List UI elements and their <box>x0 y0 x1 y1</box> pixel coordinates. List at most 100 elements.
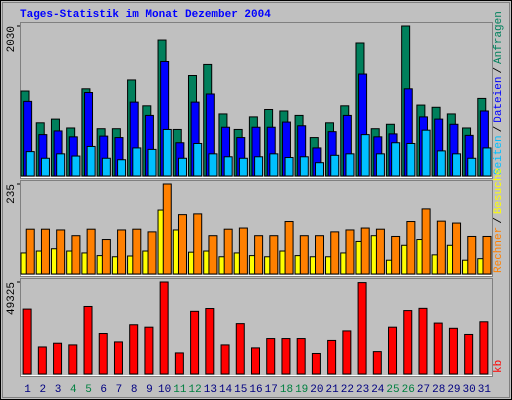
bar <box>71 155 81 177</box>
bar <box>315 235 325 275</box>
bar <box>360 134 370 177</box>
x-tick-label: 27 <box>417 384 430 396</box>
bar <box>25 228 35 275</box>
legend-separator: / <box>493 217 505 224</box>
bar <box>482 235 492 275</box>
legend-entry: Rechner <box>493 227 505 273</box>
bar <box>147 231 157 275</box>
bar <box>117 229 127 275</box>
legend-entry: Seiten <box>493 135 505 175</box>
x-tick-label: 17 <box>265 384 278 396</box>
bar <box>269 153 279 177</box>
bar <box>68 344 78 375</box>
bar <box>162 183 172 275</box>
x-tick-label: 3 <box>55 384 62 396</box>
bar <box>436 220 446 275</box>
bar <box>464 333 474 375</box>
bar <box>251 347 260 375</box>
bar <box>132 228 142 275</box>
bar <box>388 326 398 375</box>
bar <box>284 157 294 177</box>
bar <box>254 156 264 177</box>
bar <box>406 221 416 275</box>
bar <box>129 324 139 375</box>
bar <box>83 305 93 375</box>
legend: Seiten / Dateien / Anfragen <box>493 11 505 175</box>
bar <box>421 208 431 275</box>
x-tick-label: 1 <box>24 384 31 396</box>
bar <box>98 333 108 375</box>
bar <box>147 148 157 177</box>
bar <box>193 142 203 177</box>
y-tick-label: 2030 <box>6 26 18 52</box>
bar <box>117 159 127 177</box>
bar <box>421 129 431 177</box>
bar <box>479 321 489 375</box>
bar <box>403 310 413 375</box>
bar <box>177 157 187 177</box>
bar <box>223 156 233 177</box>
x-tick-label: 20 <box>310 384 323 396</box>
bar <box>25 151 35 177</box>
bar <box>223 228 233 275</box>
chart-title: Tages-Statistik im Monat Dezember 2004 <box>20 9 271 21</box>
bar <box>269 235 279 275</box>
bar <box>345 229 355 275</box>
bar <box>53 342 63 375</box>
bar <box>208 235 218 275</box>
x-tick-label: 8 <box>131 384 138 396</box>
x-tick-label: 25 <box>386 384 399 396</box>
bar <box>418 307 428 375</box>
bar <box>40 228 50 275</box>
bar <box>452 222 462 275</box>
bar <box>433 322 443 375</box>
bar <box>330 154 340 177</box>
bar <box>205 308 215 375</box>
x-tick-label: 26 <box>402 384 415 396</box>
legend: kb <box>493 360 505 373</box>
bar <box>220 344 230 375</box>
bar <box>193 213 203 275</box>
x-tick-label: 24 <box>371 384 385 396</box>
bar <box>372 351 382 375</box>
bar <box>56 153 66 177</box>
bar <box>281 338 291 375</box>
x-tick-label: 29 <box>447 384 460 396</box>
bar <box>177 214 187 275</box>
legend-separator: / <box>493 126 505 133</box>
x-tick-label: 11 <box>173 384 187 396</box>
x-tick-label: 4 <box>70 384 77 396</box>
bar <box>327 339 337 375</box>
legend-entry: Besuche <box>493 168 505 214</box>
bar <box>311 352 321 375</box>
bar <box>467 235 477 275</box>
x-tick-label: 5 <box>85 384 92 396</box>
bar <box>37 346 47 375</box>
x-tick-label: 31 <box>478 384 492 396</box>
bar <box>284 221 294 275</box>
bar <box>448 327 458 375</box>
bar <box>22 308 32 375</box>
x-tick-label: 30 <box>463 384 476 396</box>
x-tick-label: 13 <box>204 384 217 396</box>
bar <box>330 231 340 275</box>
bar <box>266 338 276 375</box>
bar <box>482 147 492 177</box>
x-tick-label: 6 <box>100 384 107 396</box>
x-tick-label: 10 <box>158 384 171 396</box>
legend-entry: kb <box>493 360 505 373</box>
bar <box>315 162 325 177</box>
x-tick-label: 14 <box>219 384 233 396</box>
x-tick-label: 7 <box>116 384 123 396</box>
bar <box>342 330 352 375</box>
bar <box>238 227 248 275</box>
x-tick-label: 21 <box>326 384 340 396</box>
x-tick-label: 28 <box>432 384 445 396</box>
bar <box>452 153 462 177</box>
bar <box>357 282 367 375</box>
bar <box>254 235 264 275</box>
x-tick-label: 2 <box>40 384 47 396</box>
bar <box>132 147 142 177</box>
